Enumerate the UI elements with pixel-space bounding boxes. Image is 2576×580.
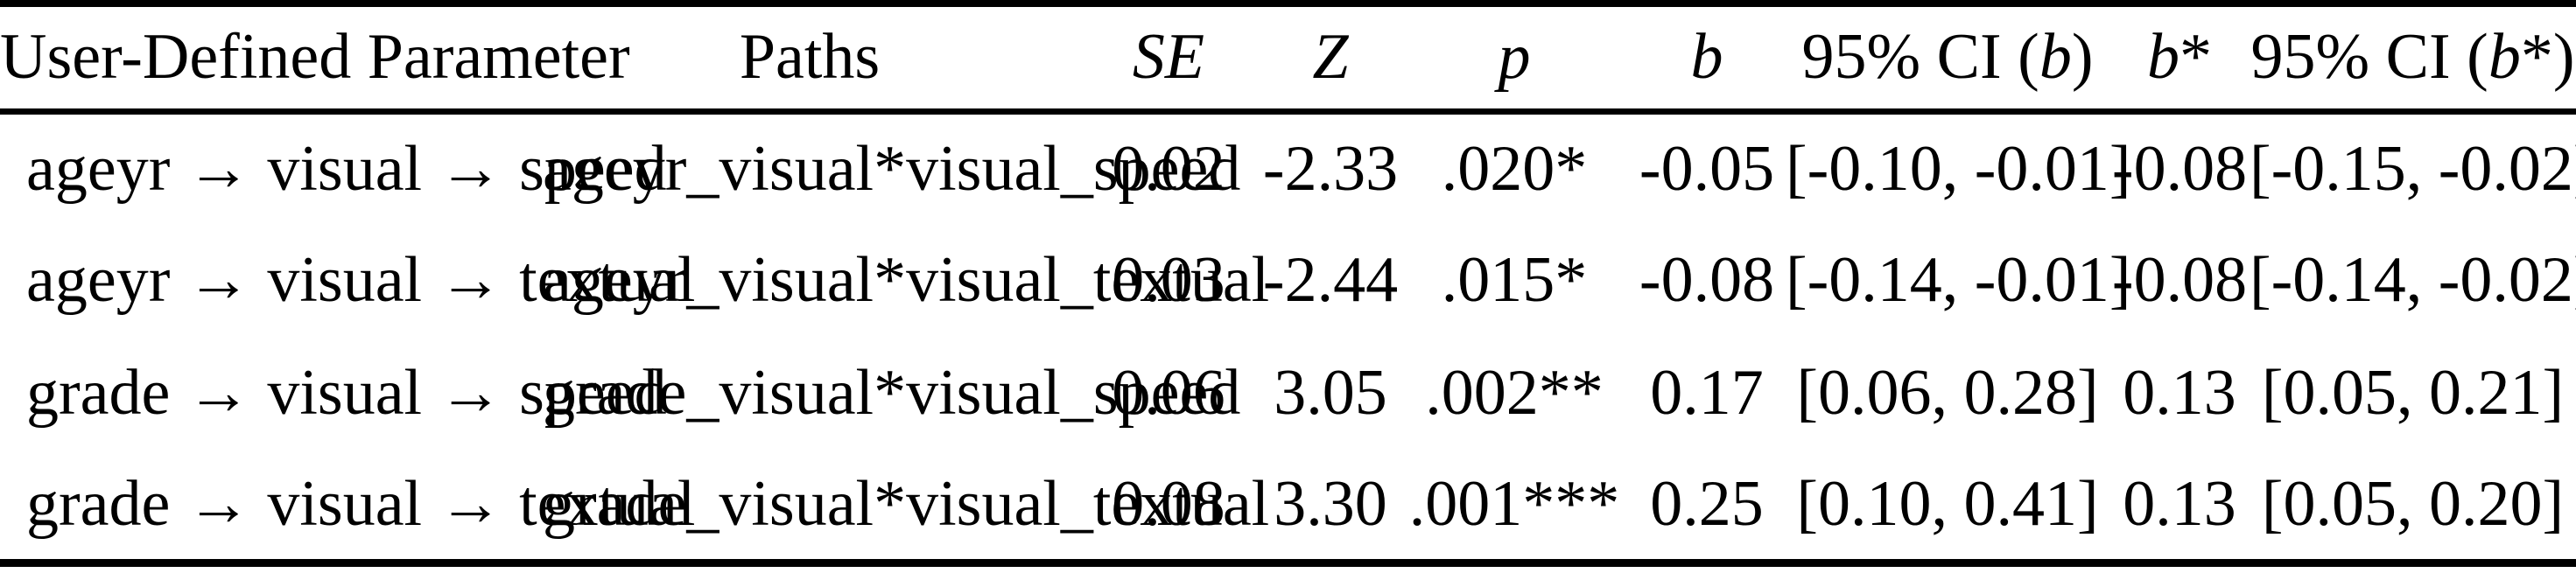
header-label: p (1498, 21, 1531, 94)
col-header-z: Z (1260, 3, 1400, 111)
cell-b: -0.05 (1639, 132, 1775, 205)
cell-b: 0.17 (1650, 357, 1764, 429)
col-header-p: p (1400, 3, 1628, 111)
cell-ci-b-star: [-0.14, -0.02] (2250, 244, 2576, 316)
cell-se: 0.02 (1112, 132, 1225, 205)
cell-path: ageyr_visual*visual_speed (543, 132, 1241, 205)
table-row: ageyr → visual → textual ageyr_visual*vi… (0, 224, 2576, 337)
cell-z: 3.30 (1274, 467, 1387, 540)
cell-se: 0.03 (1112, 244, 1225, 316)
col-header-b-star: b* (2109, 3, 2250, 111)
cell-b-star: -0.08 (2111, 244, 2248, 316)
header-label: User-Defined Parameter (0, 21, 630, 94)
cell-z: -2.44 (1262, 244, 1399, 316)
header-label-italic: b (2488, 21, 2521, 94)
header-row: User-Defined Parameter Paths SE Z p b 95… (0, 3, 2576, 111)
header-label: ) (2071, 21, 2094, 94)
cell-ci-b-star: [0.05, 0.21] (2261, 357, 2565, 429)
cell-path: grade_visual*visual_textual (543, 467, 1270, 540)
header-label-italic: b (2039, 21, 2072, 94)
cell-parameter: ageyr → visual → textual (26, 244, 696, 316)
cell-ci-b: [-0.14, -0.01] (1786, 244, 2131, 316)
cell-p: .015* (1441, 244, 1588, 316)
cell-b-star: -0.08 (2111, 132, 2248, 205)
header-label-italic: b (2147, 21, 2179, 94)
table-row: grade → visual → speed grade_visual*visu… (0, 337, 2576, 450)
cell-ci-b: [0.10, 0.41] (1796, 467, 2099, 540)
table-body: ageyr → visual → speed ageyr_visual*visu… (0, 111, 2576, 563)
table-header: User-Defined Parameter Paths SE Z p b 95… (0, 3, 2576, 111)
cell-path: grade_visual*visual_speed (543, 357, 1241, 429)
cell-b-star: 0.13 (2123, 467, 2236, 540)
cell-parameter: grade → visual → textual (26, 467, 696, 540)
header-label: SE (1132, 21, 1205, 94)
cell-ci-b-star: [0.05, 0.20] (2261, 467, 2565, 540)
cell-se: 0.08 (1112, 467, 1225, 540)
header-label: 95% CI ( (1801, 21, 2039, 94)
cell-path: ageyr_visual*visual_textual (543, 244, 1270, 316)
cell-se: 0.06 (1112, 357, 1225, 429)
cell-ci-b-star: [-0.15, -0.02] (2250, 132, 2576, 205)
cell-b-star: 0.13 (2123, 357, 2236, 429)
cell-parameter: ageyr → visual → speed (26, 132, 667, 205)
col-header-user-defined-parameter: User-Defined Parameter (0, 3, 630, 111)
cell-b: -0.08 (1639, 244, 1775, 316)
cell-ci-b: [0.06, 0.28] (1796, 357, 2099, 429)
cell-b: 0.25 (1650, 467, 1764, 540)
header-label: Z (1312, 21, 1349, 94)
cell-parameter: grade → visual → speed (26, 357, 667, 429)
header-label: *) (2520, 21, 2575, 94)
cell-p: .002** (1425, 357, 1604, 429)
col-header-b: b (1628, 3, 1786, 111)
results-table: User-Defined Parameter Paths SE Z p b 95… (0, 0, 2576, 567)
table-row: ageyr → visual → speed ageyr_visual*visu… (0, 111, 2576, 224)
col-header-ci-b-star: 95% CI (b*) (2250, 3, 2576, 111)
col-header-se: SE (1077, 3, 1260, 111)
header-label: * (2179, 21, 2212, 94)
cell-ci-b: [-0.10, -0.01] (1786, 132, 2131, 205)
col-header-paths: Paths (543, 3, 1077, 111)
table-row: grade → visual → textual grade_visual*vi… (0, 450, 2576, 563)
cell-p: .001*** (1408, 467, 1620, 540)
header-label: Paths (739, 21, 881, 94)
header-label: b (1690, 21, 1723, 94)
cell-p: .020* (1441, 132, 1588, 205)
col-header-ci-b: 95% CI (b) (1786, 3, 2109, 111)
cell-z: 3.05 (1274, 357, 1387, 429)
cell-z: -2.33 (1262, 132, 1399, 205)
header-label: 95% CI ( (2250, 21, 2488, 94)
